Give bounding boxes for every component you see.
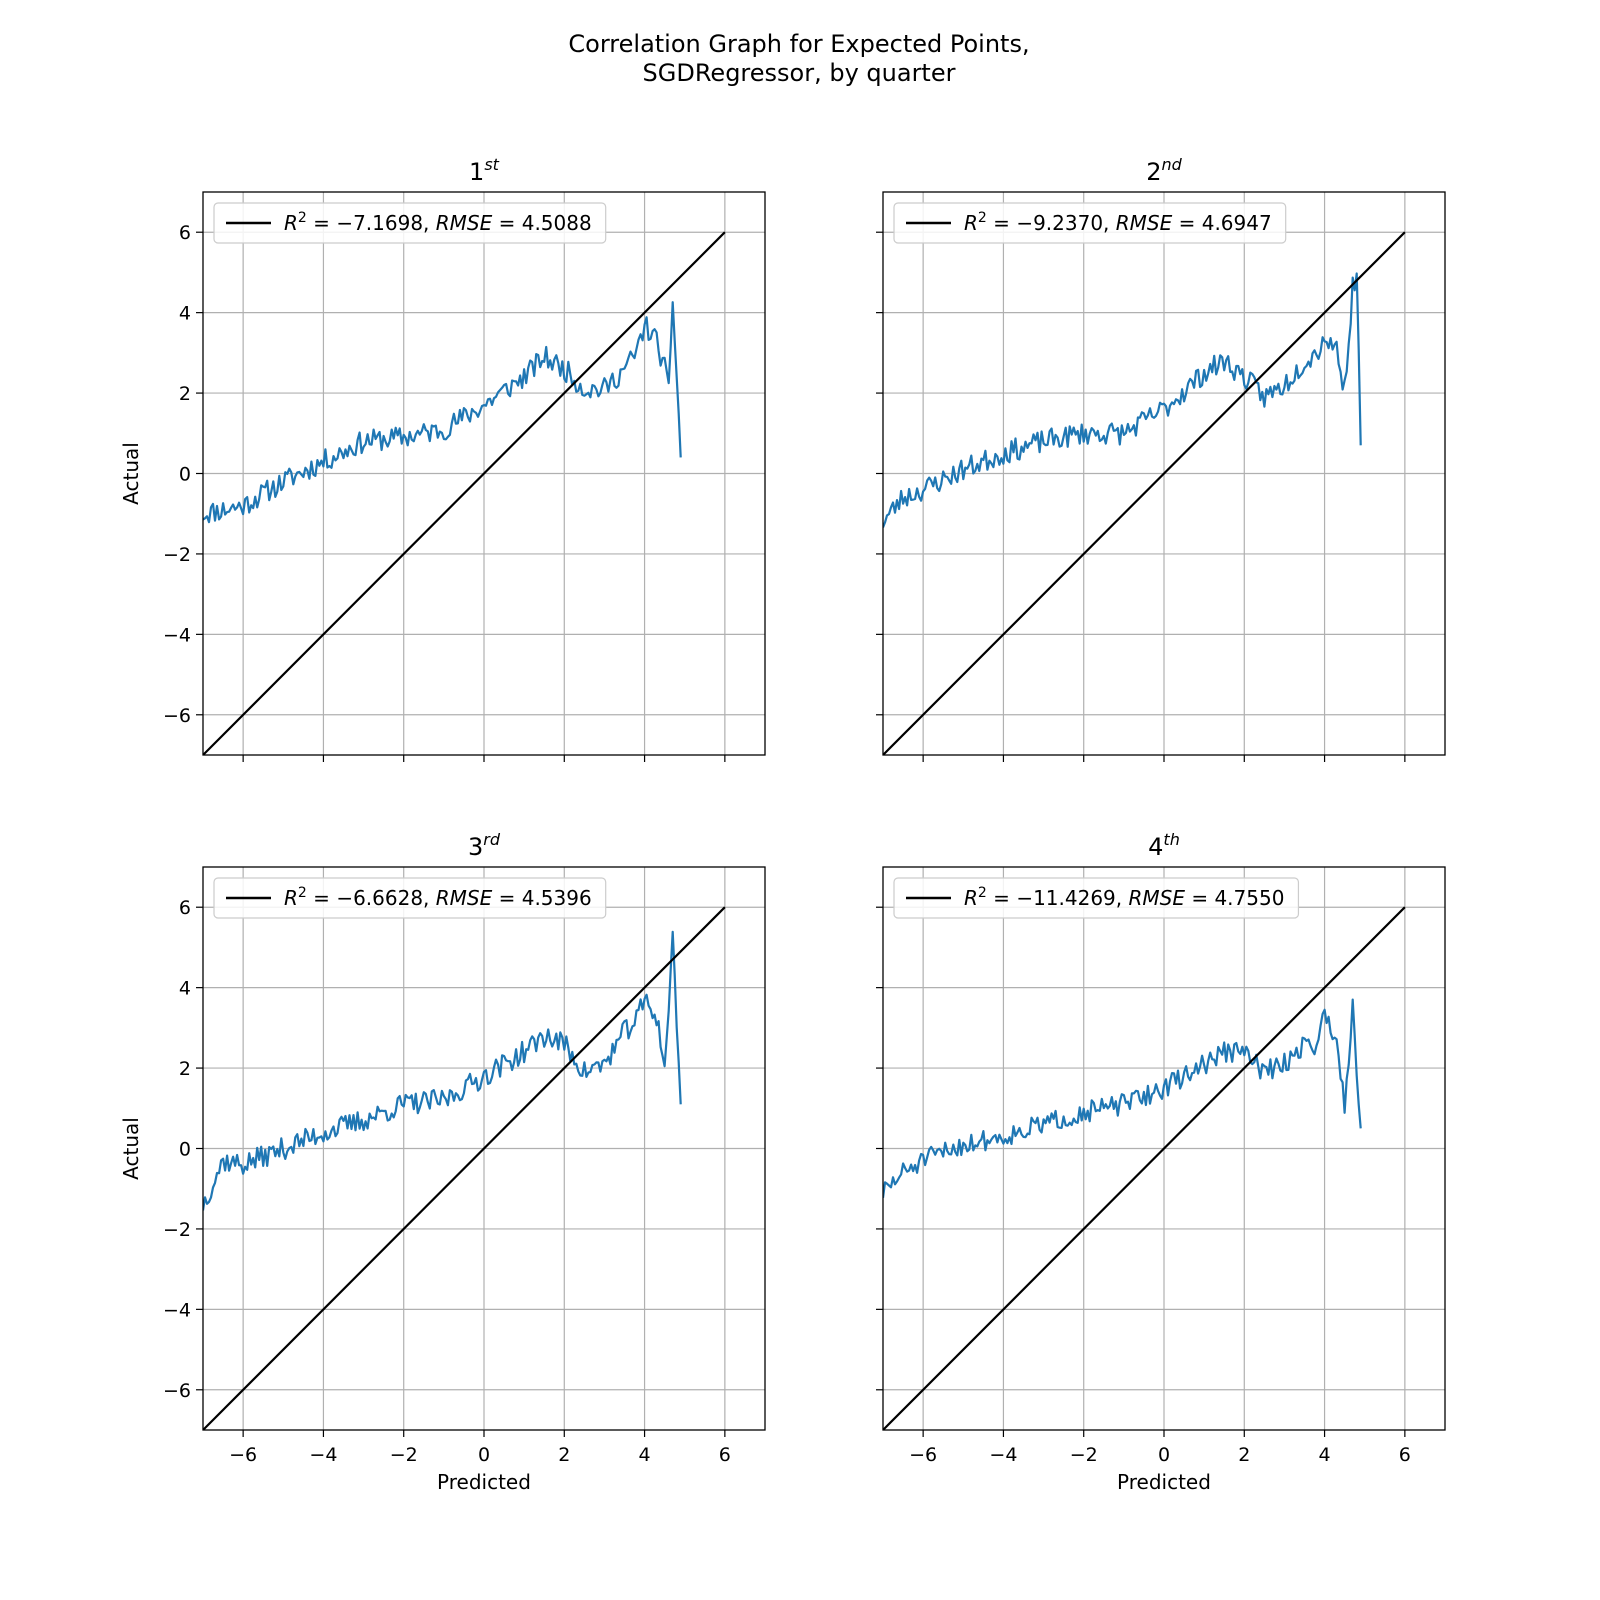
subplot-title: 1st: [469, 155, 500, 186]
y-tick-label: 0: [179, 1139, 191, 1161]
x-tick-label: 6: [1399, 1444, 1411, 1466]
x-tick-label: 0: [478, 1444, 490, 1466]
subplot-title: 4th: [1148, 830, 1180, 861]
x-axis-label: Predicted: [437, 1470, 531, 1494]
subplot-4: −6 −4 −2 0 2 4 6 4th Predicted R2 = −11.4269, RMS…: [876, 830, 1446, 1494]
legend: R2 = −6.6628, RMSE = 4.5396: [213, 877, 607, 919]
y-tick-label: 0: [179, 464, 191, 486]
actual-series-line: [203, 930, 682, 1211]
subplot-grid: −6 −4 −2 0 2 4 6 1st Actual R2 = −7.1698, RMSE = …: [119, 155, 1446, 1494]
subplot-title: 3rd: [468, 830, 501, 861]
x-axis-label: Predicted: [1117, 1470, 1211, 1494]
reference-line: [883, 906, 1406, 1430]
x-tick-label: 2: [1238, 1444, 1250, 1466]
x-tick-label: −2: [390, 1444, 418, 1466]
legend: R2 = −9.2370, RMSE = 4.6947: [893, 202, 1287, 244]
legend-label: R2 = −7.1698, RMSE = 4.5088: [284, 210, 592, 235]
x-tick-label: 2: [558, 1444, 570, 1466]
reference-line: [203, 231, 726, 755]
x-tick-label: −6: [909, 1444, 937, 1466]
x-tick-label: 6: [719, 1444, 731, 1466]
reference-line: [883, 231, 1406, 755]
y-tick-label: 2: [179, 1058, 191, 1080]
y-tick-label: −6: [163, 1380, 191, 1402]
legend: R2 = −11.4269, RMSE = 4.7550: [893, 877, 1300, 919]
y-tick-label: −4: [163, 624, 191, 646]
y-tick-label: 6: [179, 897, 191, 919]
x-tick-label: −4: [309, 1444, 337, 1466]
legend-label: R2 = −9.2370, RMSE = 4.6947: [964, 210, 1272, 235]
y-axis-label: Actual: [119, 442, 143, 505]
legend-label: R2 = −11.4269, RMSE = 4.7550: [964, 885, 1284, 910]
subplot-title: 2nd: [1146, 155, 1182, 186]
actual-series-line: [203, 301, 682, 524]
subplot-2: 2nd R2 = −9.2370, RMSE = 4.6947: [876, 155, 1446, 762]
y-axis-label: Actual: [119, 1117, 143, 1180]
y-tick-label: −6: [163, 705, 191, 727]
actual-series-line: [883, 272, 1362, 528]
x-tick-label: −4: [989, 1444, 1017, 1466]
y-tick-label: 4: [179, 978, 191, 1000]
y-tick-label: −4: [163, 1299, 191, 1321]
actual-series-line: [883, 998, 1362, 1198]
x-tick-label: 4: [639, 1444, 651, 1466]
legend-label: R2 = −6.6628, RMSE = 4.5396: [284, 885, 592, 910]
figure-title-line1: Correlation Graph for Expected Points,: [568, 30, 1029, 58]
subplot-3: −6 −4 −2 0 2 4 6 −6 −4 −2 0 2 4 6 3rd Actual Predicted R2…: [119, 830, 766, 1494]
y-tick-label: −2: [163, 1219, 191, 1241]
legend: R2 = −7.1698, RMSE = 4.5088: [213, 202, 607, 244]
x-tick-label: 0: [1158, 1444, 1170, 1466]
y-tick-label: 2: [179, 383, 191, 405]
subplot-1: −6 −4 −2 0 2 4 6 1st Actual R2 = −7.1698, RMSE = …: [119, 155, 766, 762]
x-tick-label: −2: [1070, 1444, 1098, 1466]
figure-title-line2: SGDRegressor, by quarter: [643, 59, 956, 87]
y-tick-label: 6: [179, 222, 191, 244]
y-tick-label: −2: [163, 544, 191, 566]
x-tick-label: 4: [1319, 1444, 1331, 1466]
x-tick-label: −6: [229, 1444, 257, 1466]
reference-line: [203, 906, 726, 1430]
y-tick-label: 4: [179, 303, 191, 325]
